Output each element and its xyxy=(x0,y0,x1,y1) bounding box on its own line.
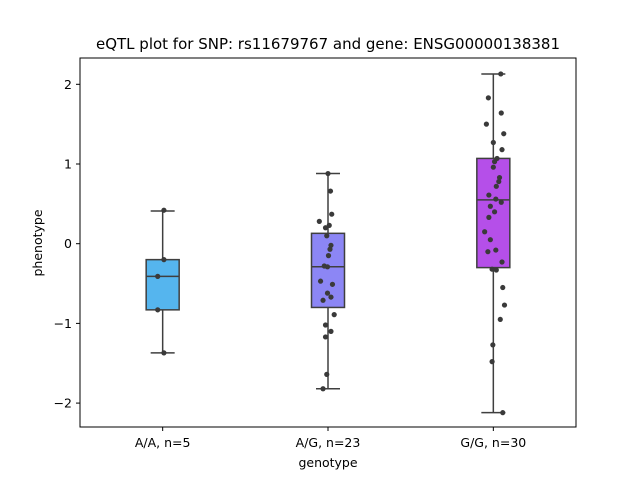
data-point xyxy=(489,266,495,272)
data-point xyxy=(489,359,495,365)
data-point xyxy=(324,264,331,270)
data-point xyxy=(320,386,326,392)
data-point xyxy=(491,209,498,215)
x-tick-label: G/G, n=30 xyxy=(460,435,526,450)
data-point xyxy=(328,294,334,300)
y-tick-label: −1 xyxy=(54,316,72,331)
data-point xyxy=(322,322,329,328)
data-point xyxy=(497,316,503,323)
data-point xyxy=(486,192,492,198)
box-group xyxy=(310,172,346,390)
data-point xyxy=(490,139,496,146)
data-point xyxy=(161,257,167,263)
data-point xyxy=(327,188,334,194)
data-point xyxy=(491,159,498,165)
data-point xyxy=(329,281,336,287)
data-point xyxy=(161,350,167,356)
data-point xyxy=(498,71,504,77)
x-axis-label: genotype xyxy=(298,455,357,470)
chart-title: eQTL plot for SNP: rs11679767 and gene: … xyxy=(96,35,560,53)
data-point xyxy=(320,297,326,303)
data-point xyxy=(322,225,329,231)
y-tick-label: 1 xyxy=(64,156,72,171)
data-point xyxy=(485,95,491,101)
data-point xyxy=(482,229,488,235)
y-tick-label: 0 xyxy=(64,236,72,251)
x-tick-label: A/A, n=5 xyxy=(135,435,191,450)
box-iqr xyxy=(310,232,346,309)
data-point xyxy=(326,222,332,228)
data-point xyxy=(322,334,329,340)
data-point xyxy=(331,312,337,318)
box-group xyxy=(145,210,180,354)
data-point xyxy=(498,110,504,116)
data-point xyxy=(328,328,334,334)
data-point xyxy=(493,247,499,253)
data-point xyxy=(493,183,499,189)
data-point xyxy=(324,233,330,239)
data-point xyxy=(500,410,506,416)
data-point xyxy=(325,170,331,177)
data-point xyxy=(498,199,504,205)
data-point xyxy=(493,267,499,273)
x-axis: A/A, n=5 A/G, n=23 G/G, n=30 xyxy=(135,427,526,450)
plot-area xyxy=(145,71,511,416)
data-point xyxy=(483,121,489,127)
y-axis: 2 1 0 −1 −2 xyxy=(54,77,80,411)
y-tick-label: −2 xyxy=(54,396,72,411)
data-point xyxy=(499,147,505,153)
data-point xyxy=(499,259,505,265)
data-point xyxy=(155,273,161,279)
data-point xyxy=(501,131,507,137)
data-point xyxy=(501,302,508,308)
data-point xyxy=(155,307,161,313)
data-point xyxy=(490,164,496,170)
data-point xyxy=(316,218,322,224)
data-point xyxy=(327,246,333,252)
data-point xyxy=(486,214,492,220)
data-point xyxy=(325,253,332,259)
x-tick-label: A/G, n=23 xyxy=(296,435,361,450)
data-point xyxy=(496,178,502,185)
data-point xyxy=(487,203,493,209)
data-point xyxy=(324,371,330,377)
data-point xyxy=(317,278,324,284)
data-point xyxy=(500,284,506,291)
data-point xyxy=(324,290,331,296)
data-point xyxy=(329,211,335,217)
y-tick-label: 2 xyxy=(64,77,72,92)
data-point xyxy=(490,342,496,348)
data-point xyxy=(328,242,334,248)
data-point xyxy=(493,196,499,202)
data-point xyxy=(487,237,493,243)
box-iqr xyxy=(145,258,180,311)
y-axis-label: phenotype xyxy=(30,209,45,276)
data-point xyxy=(485,249,491,255)
data-point xyxy=(161,207,167,213)
data-point xyxy=(496,174,503,181)
